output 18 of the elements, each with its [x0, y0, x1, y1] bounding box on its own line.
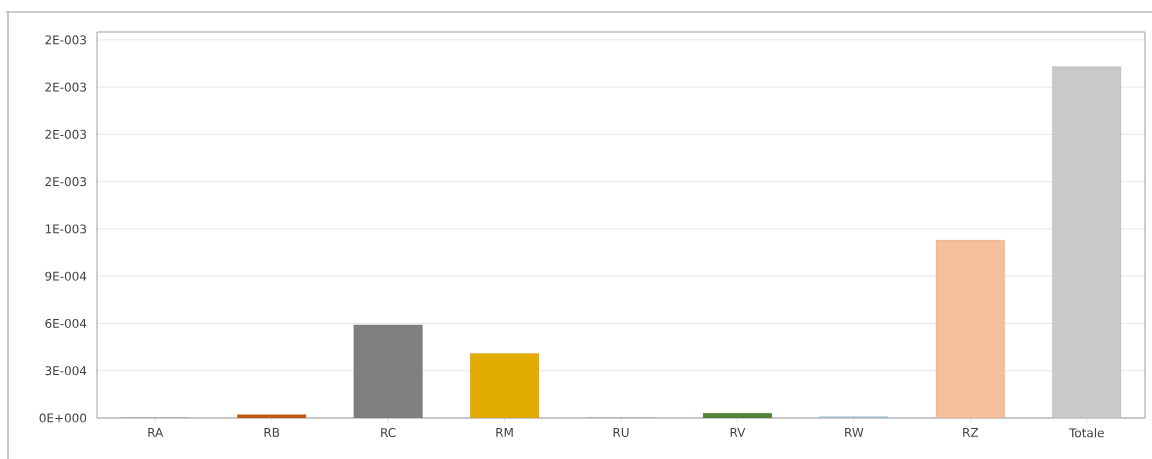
y-tick-label: 6E-004 [45, 318, 87, 328]
y-tick-label: 1E-003 [45, 224, 86, 234]
y-tick-label: 2E-003 [45, 129, 86, 139]
y-tick-label: 2E-003 [45, 177, 86, 187]
y-tick-label: 0E+000 [39, 413, 87, 423]
x-tick-label: Totale [1069, 428, 1104, 438]
x-tick-label: RA [148, 428, 164, 437]
x-tick-label: RZ [963, 428, 979, 437]
y-tick-label: 9E-004 [45, 271, 87, 281]
y-tick-label: 2E-003 [45, 35, 86, 45]
x-tick-label: RC [381, 428, 396, 438]
y-tick-label: 2E-003 [45, 82, 86, 92]
y-tick-label: 3E-004 [45, 366, 87, 376]
x-tick-label: RV [730, 428, 746, 437]
x-tick-label: RB [264, 428, 280, 437]
x-tick-label: RW [845, 428, 864, 437]
x-tick-label: RU [613, 428, 629, 437]
x-tick-label: RM [496, 428, 513, 437]
